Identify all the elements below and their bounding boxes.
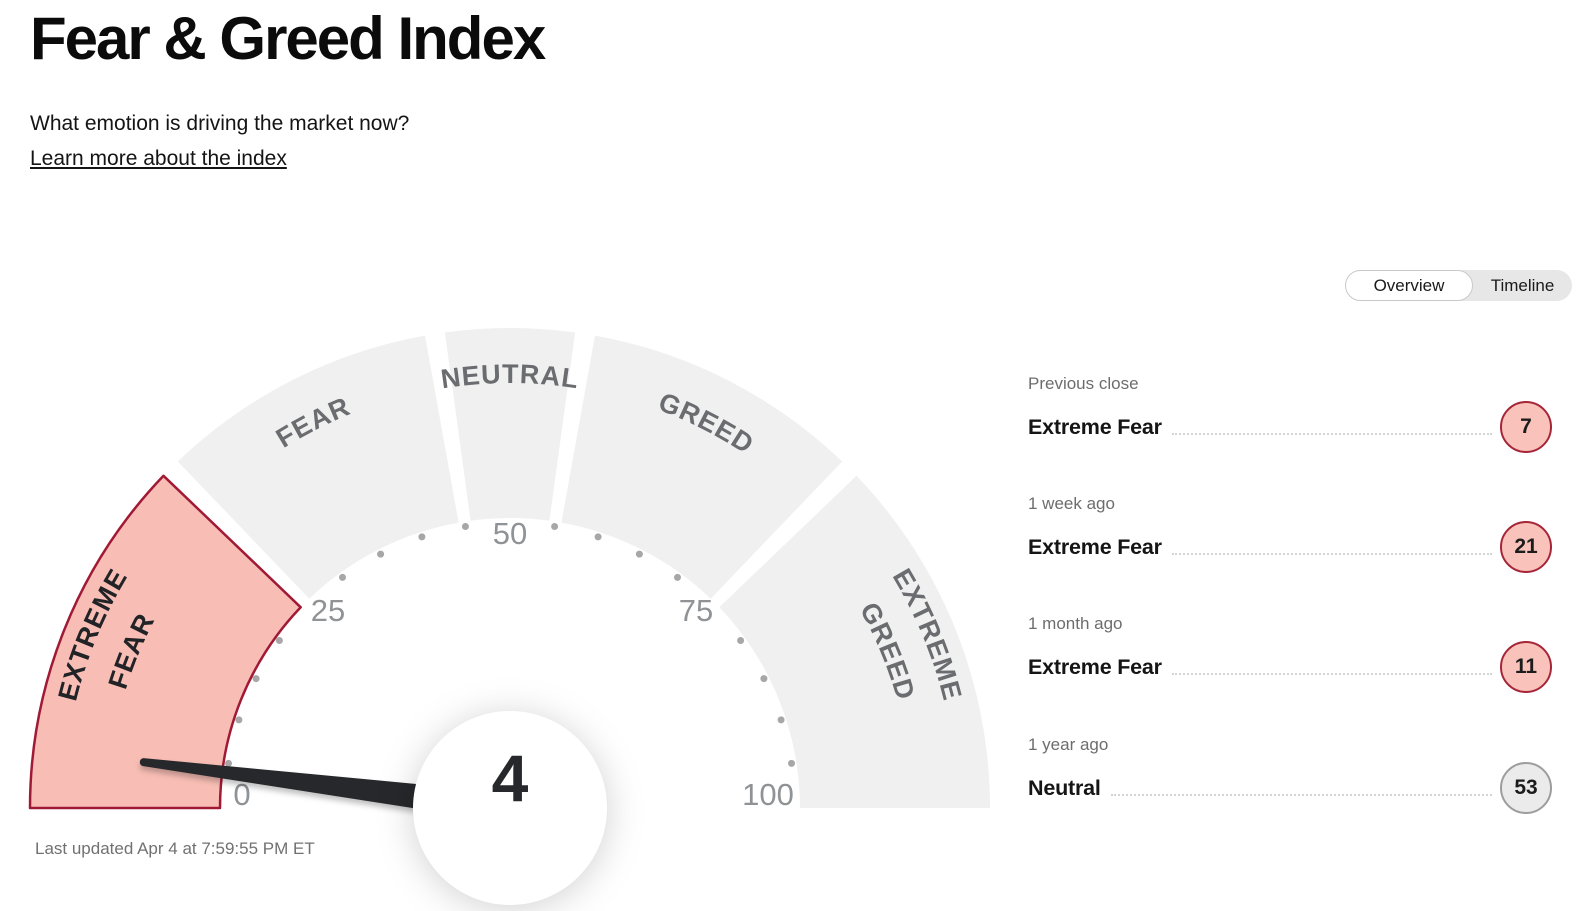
- leader-line: [1171, 553, 1492, 555]
- tab-overview[interactable]: Overview: [1345, 270, 1473, 301]
- history-sentiment: Neutral: [1028, 775, 1101, 800]
- gauge-label-neutral: NEUTRAL: [439, 359, 581, 394]
- history-row-1-week-ago: 1 week ago Extreme Fear 21: [1028, 494, 1552, 573]
- history-row-1-month-ago: 1 month ago Extreme Fear 11: [1028, 614, 1552, 693]
- tab-timeline[interactable]: Timeline: [1473, 270, 1572, 301]
- history-value-bubble: 7: [1500, 401, 1552, 453]
- history-period: 1 month ago: [1028, 614, 1123, 633]
- gauge-segment-extreme-greed: [719, 475, 990, 808]
- last-updated: Last updated Apr 4 at 7:59:55 PM ET: [35, 839, 315, 858]
- history-line: Extreme Fear 21: [1028, 521, 1552, 573]
- tick-label-25: 25: [311, 593, 345, 628]
- history-row-previous-close: Previous close Extreme Fear 7: [1028, 374, 1552, 453]
- page-header: Fear & Greed Index What emotion is drivi…: [30, 5, 546, 171]
- tick-label-100: 100: [742, 777, 794, 812]
- gauge-center-hub: [413, 711, 607, 905]
- gauge-segment-greed: [561, 335, 843, 599]
- view-toggle: Overview Timeline: [1345, 270, 1572, 301]
- history-sentiment: Extreme Fear: [1028, 534, 1162, 559]
- page-subtitle: What emotion is driving the market now?: [30, 112, 410, 135]
- tick-label-50: 50: [493, 516, 527, 551]
- tick-dots: [225, 523, 795, 767]
- learn-more-link[interactable]: Learn more about the index: [30, 147, 287, 170]
- gauge-segment-fear: [177, 335, 459, 599]
- leader-line: [1110, 794, 1492, 796]
- history-line: Extreme Fear 11: [1028, 641, 1552, 693]
- leader-line: [1171, 673, 1492, 675]
- history-line: Extreme Fear 7: [1028, 401, 1552, 453]
- history-sentiment: Extreme Fear: [1028, 654, 1162, 679]
- history-period: 1 week ago: [1028, 494, 1115, 513]
- leader-line: [1171, 433, 1492, 435]
- history-value-bubble: 21: [1500, 521, 1552, 573]
- history-row-1-year-ago: 1 year ago Neutral 53: [1028, 735, 1552, 814]
- history-period: 1 year ago: [1028, 735, 1109, 754]
- tick-label-0: 0: [233, 777, 250, 812]
- fear-greed-gauge: EXTREME FEAR FEAR NEUTRAL GREED EXTREME …: [28, 328, 990, 905]
- tick-label-75: 75: [679, 593, 713, 628]
- history-line: Neutral 53: [1028, 762, 1552, 814]
- page-title: Fear & Greed Index: [30, 5, 546, 72]
- gauge-segment-neutral: [444, 328, 576, 521]
- gauge-current-value: 4: [492, 741, 529, 815]
- history-value-bubble: 11: [1500, 641, 1552, 693]
- gauge-segment-extreme-fear: [28, 474, 302, 810]
- history-period: Previous close: [1028, 374, 1139, 393]
- history-sentiment: Extreme Fear: [1028, 414, 1162, 439]
- history-value-bubble: 53: [1500, 762, 1552, 814]
